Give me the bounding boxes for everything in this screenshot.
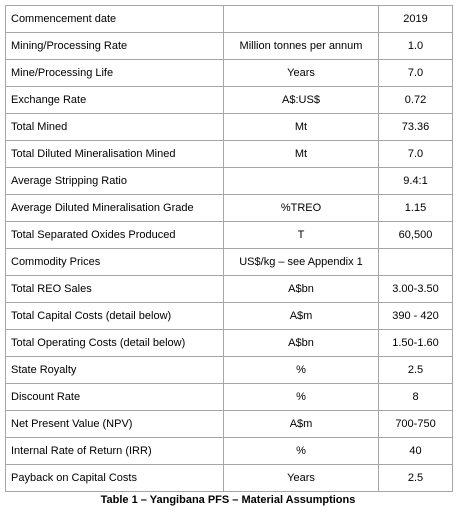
- table-row: Mining/Processing Rate Million tonnes per…: [5, 32, 453, 60]
- table-cell: Mining/Processing Rate: [5, 32, 224, 60]
- table-cell: 7.0: [378, 140, 453, 168]
- table-cell: US$/kg – see Appendix 1: [223, 248, 379, 276]
- table-cell: Payback on Capital Costs: [5, 464, 224, 492]
- table-cell: 1.0: [378, 32, 453, 60]
- table-cell: 1.50-1.60: [378, 329, 453, 357]
- table-cell: 390 - 420: [378, 302, 453, 330]
- table-cell: Average Diluted Mineralisation Grade: [5, 194, 224, 222]
- table-row: Total Mined Mt 73.36: [5, 113, 453, 141]
- table-row: Average Diluted Mineralisation Grade %TRE…: [5, 194, 453, 222]
- table-row: Payback on Capital Costs Years 2.5: [5, 464, 453, 492]
- table-cell: [378, 248, 453, 276]
- table-cell: 2.5: [378, 464, 453, 492]
- table-cell: 3.00-3.50: [378, 275, 453, 303]
- table-cell: %: [223, 437, 379, 465]
- table-cell: 0.72: [378, 86, 453, 114]
- table-cell: 73.36: [378, 113, 453, 141]
- table-cell: [223, 5, 379, 33]
- table-row: Internal Rate of Return (IRR)% 40: [5, 437, 453, 465]
- table-row: Net Present Value (NPV) A$m 700-750: [5, 410, 453, 438]
- table-cell: Years: [223, 59, 379, 87]
- table-row: Total Operating Costs (detail below) A$bn…: [5, 329, 453, 357]
- table-row: Discount Rate% 8: [5, 383, 453, 411]
- table-cell: 60,500: [378, 221, 453, 249]
- table-cell: Mt: [223, 140, 379, 168]
- table-row: Mine/Processing Life Years 7.0: [5, 59, 453, 87]
- table-row: State Royalty% 2.5: [5, 356, 453, 384]
- table-row: Average Stripping Ratio 9.4:1: [5, 167, 453, 195]
- table-row: Total Diluted Mineralisation Mined Mt 7.0: [5, 140, 453, 168]
- table-cell: 8: [378, 383, 453, 411]
- table-cell: A$:US$: [223, 86, 379, 114]
- table-row: Commencement date 2019: [5, 5, 453, 33]
- table-cell: %: [223, 383, 379, 411]
- table-cell: A$m: [223, 302, 379, 330]
- table-cell: A$m: [223, 410, 379, 438]
- table-cell: 1.15: [378, 194, 453, 222]
- table-cell: Exchange Rate: [5, 86, 224, 114]
- table-cell: Mine/Processing Life: [5, 59, 224, 87]
- table-row: Exchange Rate A$:US$ 0.72: [5, 86, 453, 114]
- table-cell: Commodity Prices: [5, 248, 224, 276]
- table-cell: [223, 167, 379, 195]
- table-cell: A$bn: [223, 275, 379, 303]
- table-cell: 2019: [378, 5, 453, 33]
- table-cell: Discount Rate: [5, 383, 224, 411]
- table-cell: %: [223, 356, 379, 384]
- table-cell: 7.0: [378, 59, 453, 87]
- table-row: Commodity Prices US$/kg – see Appendix 1: [5, 248, 453, 276]
- table-row: Total Separated Oxides Produced T 60,500: [5, 221, 453, 249]
- table-cell: Total Separated Oxides Produced: [5, 221, 224, 249]
- table-row: Total Capital Costs (detail below) A$m 390…: [5, 302, 453, 330]
- table-cell: Million tonnes per annum: [223, 32, 379, 60]
- table-cell: %TREO: [223, 194, 379, 222]
- table-cell: Total Mined: [5, 113, 224, 141]
- table-cell: State Royalty: [5, 356, 224, 384]
- table-cell: Internal Rate of Return (IRR): [5, 437, 224, 465]
- table-cell: Total REO Sales: [5, 275, 224, 303]
- table-cell: Net Present Value (NPV): [5, 410, 224, 438]
- table-cell: 700-750: [378, 410, 453, 438]
- table-cell: Total Capital Costs (detail below): [5, 302, 224, 330]
- table-cell: Total Operating Costs (detail below): [5, 329, 224, 357]
- table-cell: T: [223, 221, 379, 249]
- table-cell: Mt: [223, 113, 379, 141]
- table-cell: 9.4:1: [378, 167, 453, 195]
- table-caption: Table 1 – Yangibana PFS – Material Assum…: [100, 494, 356, 506]
- table-cell: Total Diluted Mineralisation Mined: [5, 140, 224, 168]
- table-cell: 2.5: [378, 356, 453, 384]
- table-cell: A$bn: [223, 329, 379, 357]
- table-row: Total REO Sales A$bn 3.00-3.50: [5, 275, 453, 303]
- table-cell: Average Stripping Ratio: [5, 167, 224, 195]
- table-cell: 40: [378, 437, 453, 465]
- assumptions-table: Commencement date 2019 Mining/Processing R…: [5, 5, 453, 492]
- table-cell: Years: [223, 464, 379, 492]
- table-cell: Commencement date: [5, 5, 224, 33]
